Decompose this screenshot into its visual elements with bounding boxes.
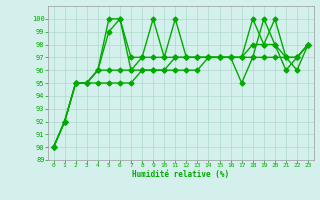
- X-axis label: Humidité relative (%): Humidité relative (%): [132, 170, 229, 179]
